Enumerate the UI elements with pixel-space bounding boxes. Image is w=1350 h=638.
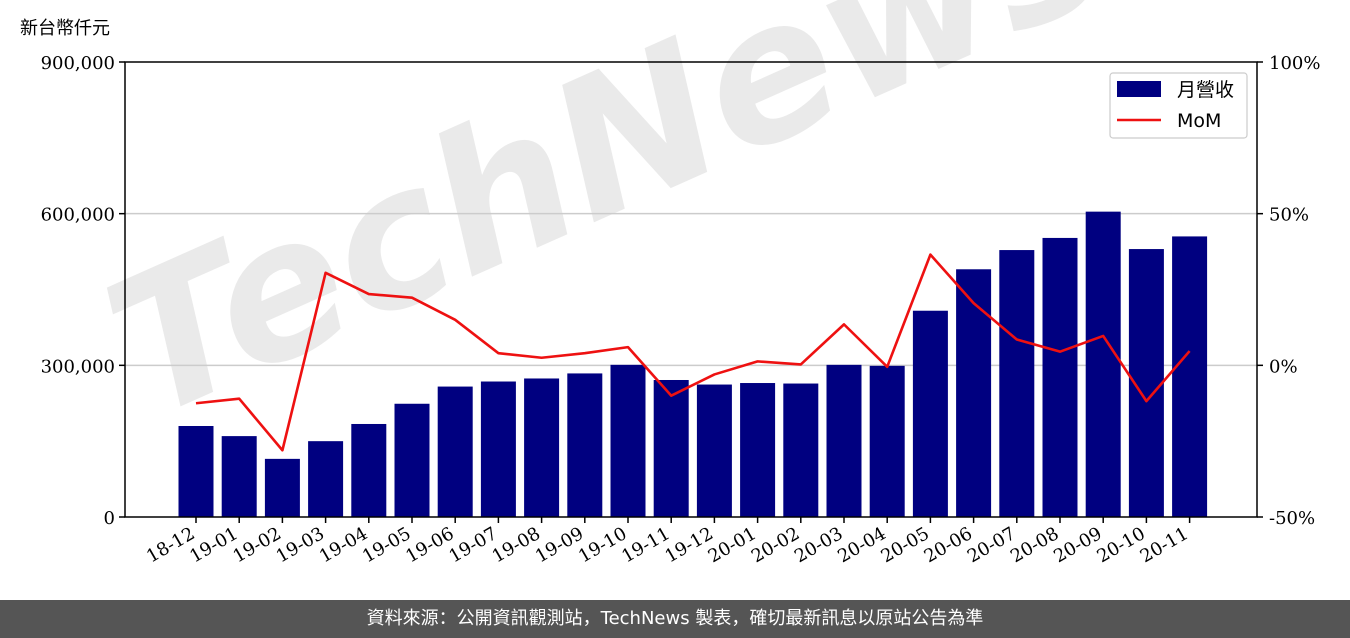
plot-frame [124, 61, 1258, 518]
source-footer: 資料來源：公開資訊觀測站，TechNews 製表，確切最新訊息以原站公告為準 [0, 600, 1350, 638]
bar [826, 364, 862, 517]
left-tick-label: 300,000 [41, 356, 115, 377]
chart: TechNews 0300,000600,000900,000-50%0%50%… [20, 0, 1320, 567]
bar [869, 365, 905, 517]
x-tick-label: 19-11 [618, 523, 673, 567]
x-tick-label: 19-10 [575, 523, 630, 567]
bar [264, 458, 300, 517]
bar [394, 403, 430, 517]
legend-bar-swatch [1117, 81, 1161, 97]
x-tick-label: 20-02 [748, 523, 803, 567]
line-series [195, 253, 1191, 452]
bar [178, 426, 214, 517]
x-tick-label: 19-08 [489, 523, 544, 567]
right-tick-label: -50% [1269, 508, 1315, 529]
bar [956, 269, 992, 517]
x-tick-label: 19-07 [445, 523, 500, 567]
x-tick-label: 19-01 [186, 523, 241, 567]
x-tick-label: 20-07 [964, 523, 1019, 567]
right-tick-label: 50% [1269, 205, 1309, 226]
legend: 月營收 MoM [1109, 72, 1248, 139]
bar [999, 250, 1035, 518]
bar [524, 378, 560, 517]
legend-label-mom: MoM [1177, 110, 1221, 132]
bar [610, 364, 646, 517]
left-tick-label: 600,000 [41, 205, 115, 226]
left-tick-label: 900,000 [41, 53, 115, 74]
legend-label-revenue: 月營收 [1177, 79, 1234, 101]
bar [567, 373, 603, 517]
bar [480, 381, 516, 517]
x-tick-label: 20-01 [705, 523, 760, 567]
x-tick-label: 19-02 [229, 523, 284, 567]
bar [1172, 236, 1208, 517]
x-tick-label: 20-03 [791, 523, 846, 567]
x-tick-label: 20-06 [921, 523, 976, 567]
left-tick-label: 0 [104, 508, 115, 529]
x-tick-label: 20-10 [1093, 523, 1148, 567]
bar [351, 423, 387, 517]
x-tick-label: 19-06 [402, 523, 457, 567]
x-tick-label: 19-05 [359, 523, 414, 567]
x-tick-label: 20-11 [1137, 523, 1192, 567]
x-tick-label: 19-12 [661, 523, 716, 567]
x-tick-label: 20-08 [1007, 523, 1062, 567]
bar [653, 379, 689, 517]
right-tick-label: 0% [1269, 356, 1298, 377]
x-tick-label: 20-05 [877, 523, 932, 567]
bar [740, 383, 776, 517]
bar-series [178, 211, 1208, 518]
x-tick-label: 18-12 [143, 523, 198, 567]
y-unit-label: 新台幣仟元 [20, 18, 110, 39]
x-tick-label: 19-04 [316, 523, 371, 567]
bar [221, 436, 257, 517]
bar [1085, 211, 1121, 517]
x-tick-label: 19-03 [273, 523, 328, 567]
bar [696, 384, 732, 517]
x-tick-label: 19-09 [532, 523, 587, 567]
x-tick-label: 20-04 [834, 523, 889, 567]
bar [783, 383, 819, 517]
mom-line [195, 253, 1191, 452]
bar [437, 386, 473, 517]
x-tick-label: 20-09 [1050, 523, 1105, 567]
right-tick-label: 100% [1269, 53, 1320, 74]
bar [1042, 237, 1078, 517]
bar [912, 310, 948, 517]
bar [308, 441, 344, 517]
